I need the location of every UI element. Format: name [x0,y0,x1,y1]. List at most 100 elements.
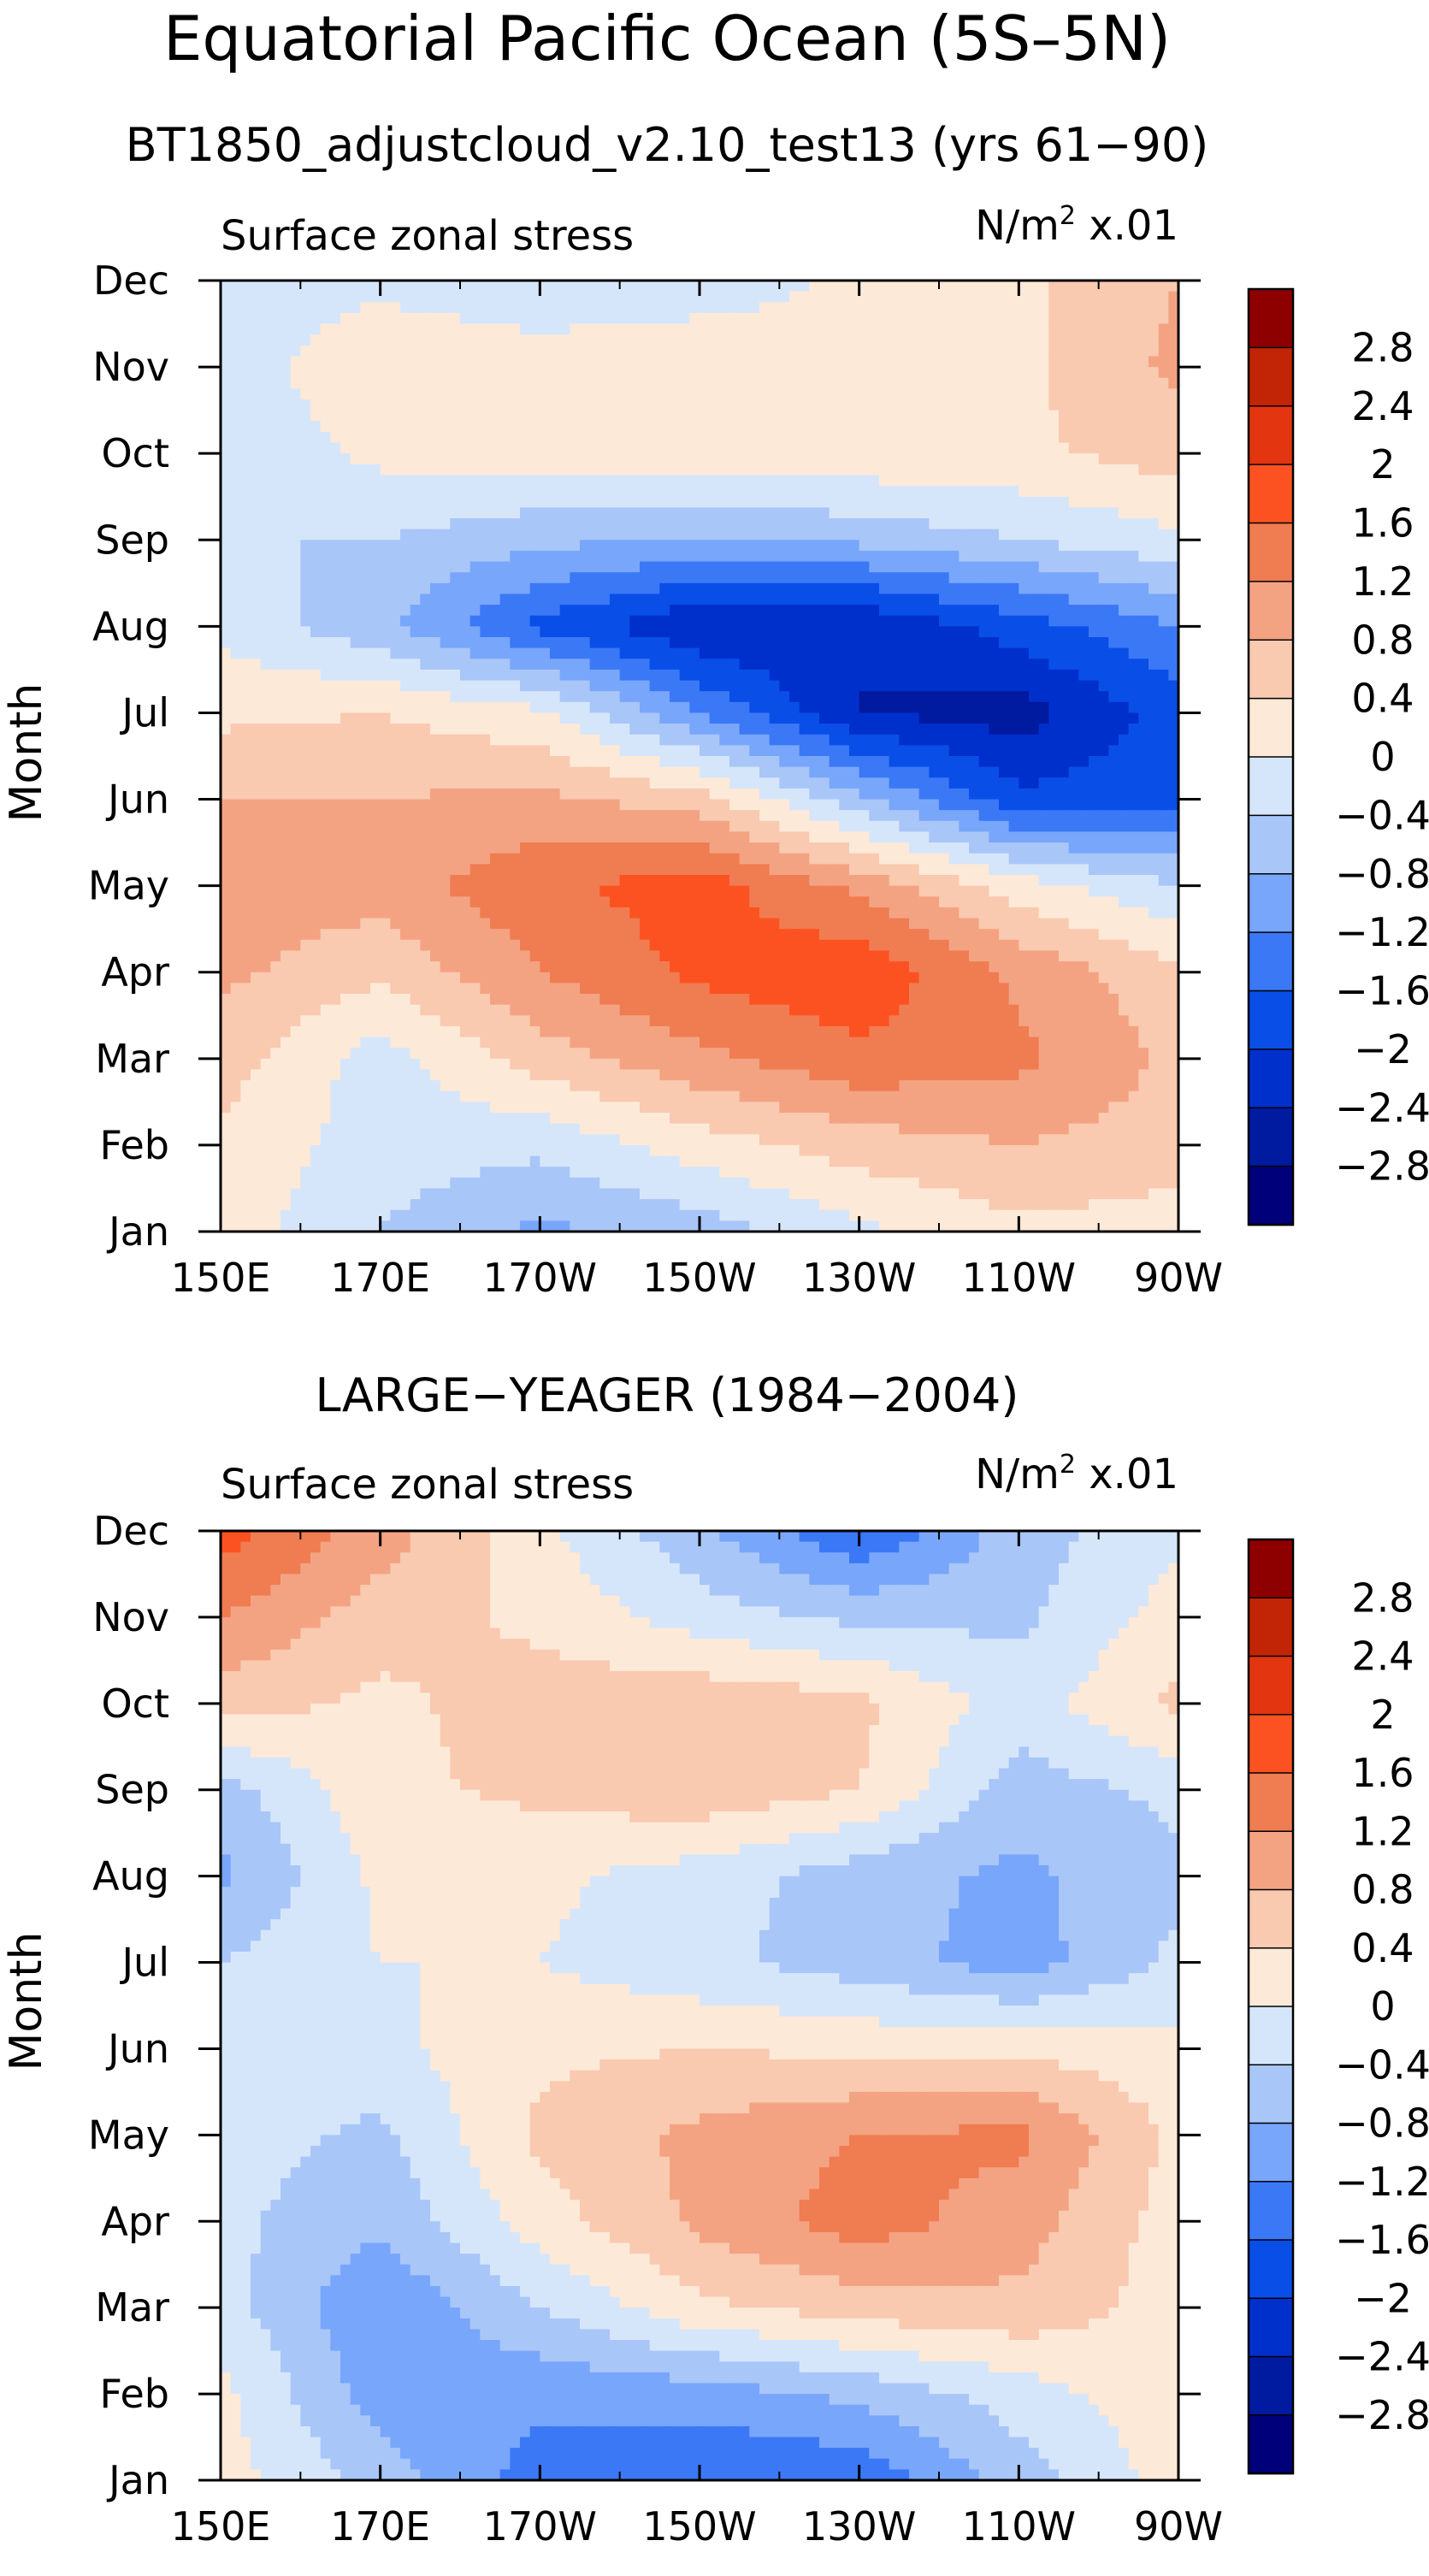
field-cell [330,583,340,594]
field-cell [740,443,750,454]
field-cell [430,821,440,832]
field-cell [410,302,421,313]
field-cell [989,356,999,367]
field-cell [919,767,930,778]
field-cell [580,346,590,357]
field-cell [830,670,840,681]
field-cell [779,777,789,789]
field-cell [291,777,301,789]
field-cell [340,324,351,335]
field-cell [580,594,590,605]
field-cell [570,681,580,692]
field-cell [460,583,470,594]
field-cell [340,507,351,518]
field-cell [430,432,440,443]
field-cell [759,616,770,627]
field-cell [460,367,470,378]
field-cell [789,453,800,464]
field-cell [969,388,979,399]
field-cell [580,789,590,800]
field-cell [560,789,570,800]
field-cell [1099,702,1109,713]
field-cell [381,421,391,432]
field-cell [680,616,690,627]
field-cell [640,767,650,778]
field-cell [640,724,650,735]
field-cell [650,529,660,541]
field-cell [789,594,800,605]
field-cell [889,497,900,508]
field-cell [789,659,800,670]
field-cell [779,334,789,346]
field-cell [550,562,560,573]
field-cell [789,518,800,529]
field-cell [490,648,500,659]
field-cell [1078,453,1089,464]
field-cell [351,421,361,432]
field-cell [700,367,710,378]
field-cell [1099,800,1109,811]
field-cell [530,302,540,313]
field-cell [879,497,889,508]
field-cell [1119,831,1129,842]
field-cell [770,475,780,486]
field-cell [689,313,700,324]
field-cell [1119,735,1129,746]
field-cell [300,388,310,399]
field-cell [949,777,960,789]
field-cell [291,475,301,486]
field-cell [700,594,710,605]
field-cell [680,443,690,454]
field-cell [659,518,670,529]
field-cell [1059,800,1069,811]
field-cell [261,572,271,583]
field-cell [1039,648,1049,659]
field-cell [869,497,879,508]
field-cell [1009,453,1019,464]
field-cell [1019,777,1029,789]
field-cell [979,346,989,357]
field-cell [869,367,879,378]
field-cell [830,594,840,605]
field-cell [610,659,620,670]
field-cell [221,637,231,648]
field-cell [839,605,849,616]
field-cell [779,756,789,767]
field-cell [1129,367,1139,378]
field-cell [610,562,620,573]
field-cell [809,356,819,367]
field-cell [740,399,750,411]
field-cell [221,346,231,357]
field-cell [1138,411,1149,422]
field-cell [540,648,550,659]
field-cell [1009,507,1019,518]
field-cell [291,551,301,562]
field-cell [1138,767,1149,778]
field-cell [999,767,1009,778]
field-cell [231,475,241,486]
field-cell [240,583,251,594]
field-cell [540,702,550,713]
field-cell [620,334,630,346]
field-cell [979,789,989,800]
field-cell [1099,324,1109,335]
field-cell [1029,626,1039,637]
field-cell [659,432,670,443]
field-cell [979,831,989,842]
field-cell [939,432,949,443]
field-cell [689,432,700,443]
field-cell [909,378,919,389]
field-cell [839,712,849,724]
field-cell [510,810,520,821]
field-cell [620,443,630,454]
field-cell [560,648,570,659]
field-cell [560,562,570,573]
field-cell [789,551,800,562]
field-cell [899,388,909,399]
field-cell [830,691,840,702]
field-cell [1069,670,1079,681]
field-cell [440,432,451,443]
field-cell [899,648,909,659]
field-cell [839,702,849,713]
field-cell [729,497,740,508]
